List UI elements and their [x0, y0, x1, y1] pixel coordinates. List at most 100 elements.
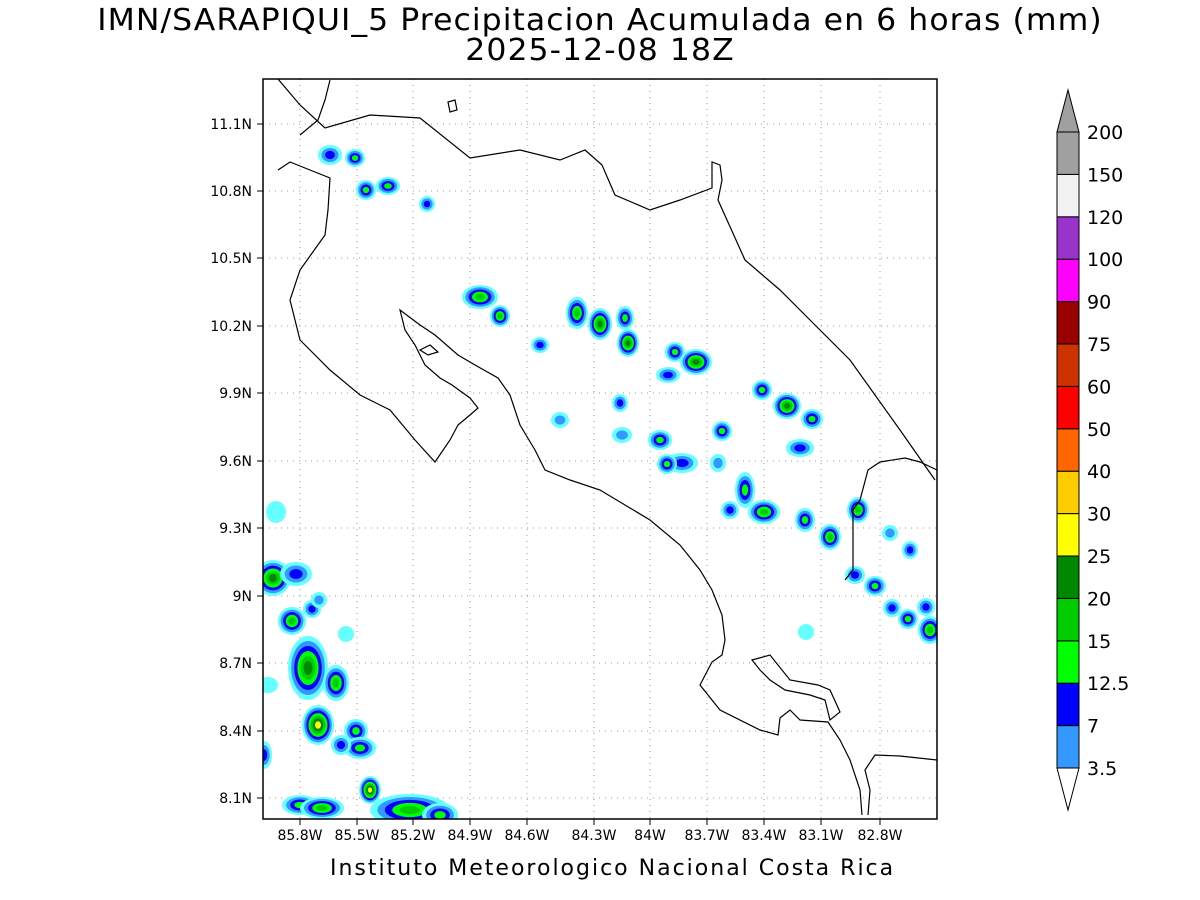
- precip-contour: [922, 603, 930, 611]
- precip-contour: [314, 721, 322, 729]
- precip-contour: [597, 320, 603, 328]
- precipitation-cells: [263, 145, 937, 819]
- lon-tick-label: 83.4W: [741, 828, 786, 844]
- precip-contour: [625, 339, 631, 347]
- colorbar-label: 150: [1087, 164, 1123, 186]
- colorbar-swatch: [1056, 470, 1080, 515]
- colorbar-label: 60: [1087, 376, 1111, 398]
- lon-tick-label: 83.1W: [798, 828, 843, 844]
- lat-tick-label: 9.6N: [219, 454, 252, 470]
- map-subtitle: 2025-12-08 18Z: [465, 33, 735, 68]
- lon-tick-label: 84.6W: [504, 828, 549, 844]
- colorbar-swatch: [1056, 513, 1080, 557]
- lat-tick-label: 10.2N: [210, 319, 252, 335]
- precip-contour: [574, 308, 580, 318]
- colorbar-label: 15: [1087, 631, 1111, 653]
- precip-contour: [671, 348, 679, 356]
- footer-credit: Instituto Meteorologico Nacional Costa R…: [330, 856, 896, 881]
- precip-contour: [497, 313, 503, 319]
- precip-contour: [423, 200, 431, 208]
- precip-contour: [616, 430, 628, 440]
- colorbar-max-arrow: [1056, 88, 1080, 133]
- precip-contour: [384, 183, 392, 189]
- lon-tick-label: 84.9W: [447, 828, 492, 844]
- precip-contour: [675, 458, 689, 468]
- precip-contour: [475, 293, 485, 301]
- precip-contour: [554, 415, 566, 425]
- precip-contour: [663, 460, 671, 468]
- lat-tick-label: 8.7N: [219, 656, 252, 672]
- precip-contour: [289, 569, 303, 579]
- precip-contour: [367, 787, 373, 793]
- precip-contour: [798, 624, 814, 640]
- colorbar-swatch: [1056, 640, 1080, 684]
- lon-tick-label: 85.5W: [334, 828, 379, 844]
- precip-contour: [338, 626, 354, 642]
- colorbar-swatch: [1056, 216, 1080, 260]
- precip-contour: [827, 533, 833, 541]
- lon-tick-label: 85.8W: [277, 828, 322, 844]
- lon-tick-labels: 85.8W 85.5W 85.2W 84.9W 84.6W 84.3W 84W …: [277, 828, 902, 844]
- precip-contour: [794, 444, 806, 452]
- colorbar-label: 50: [1087, 419, 1111, 441]
- precip-contour: [663, 371, 673, 379]
- precip-contour: [266, 501, 286, 523]
- lat-tick-label: 11.1N: [210, 117, 252, 133]
- precip-contour: [263, 749, 268, 761]
- grid-lines: [263, 79, 937, 819]
- colorbar-swatch: [1056, 597, 1080, 642]
- map-title: IMN/SARAPIQUI_5 Precipitacion Acumulada …: [97, 3, 1103, 38]
- lon-tick-label: 84.3W: [571, 828, 616, 844]
- colorbar-label: 3.5: [1087, 758, 1117, 780]
- colorbar-swatch: [1056, 301, 1080, 345]
- precip-contour: [269, 574, 277, 582]
- lon-tick-label: 84W: [634, 828, 666, 844]
- tick-marks: [257, 123, 881, 825]
- precip-contour: [718, 427, 726, 435]
- lon-tick-label: 83.7W: [684, 828, 729, 844]
- precip-contour: [325, 150, 335, 160]
- precip-contour: [288, 617, 296, 625]
- precip-contour: [885, 528, 895, 538]
- precip-contour: [855, 506, 861, 514]
- precip-contour: [871, 582, 879, 590]
- colorbar-label: 7: [1087, 716, 1099, 738]
- precip-contour: [622, 314, 628, 322]
- colorbar-label: 120: [1087, 207, 1123, 229]
- lat-tick-label: 9.3N: [219, 521, 252, 537]
- precip-contour: [808, 415, 816, 423]
- lat-tick-label: 10.8N: [210, 184, 252, 200]
- precip-contour: [741, 484, 749, 496]
- precip-contour: [926, 626, 934, 634]
- colorbar-swatch: [1056, 343, 1080, 387]
- colorbar-label: 200: [1087, 122, 1123, 144]
- precip-contour: [713, 457, 723, 469]
- colorbar-min-arrow: [1056, 767, 1080, 812]
- colorbar-swatch: [1056, 428, 1080, 472]
- precip-contour: [336, 740, 346, 750]
- colorbar-swatch: [1056, 173, 1080, 218]
- precip-contour: [263, 677, 278, 693]
- lat-tick-label: 10.5N: [210, 251, 252, 267]
- lon-tick-label: 85.2W: [390, 828, 435, 844]
- lat-tick-label: 8.4N: [219, 724, 252, 740]
- colorbar-label: 12.5: [1087, 673, 1129, 695]
- precip-contour: [726, 506, 734, 514]
- colorbar-swatch: [1056, 385, 1080, 430]
- precip-contour: [434, 811, 446, 819]
- colorbar-label: 25: [1087, 546, 1111, 568]
- colorbar-swatch: [1056, 258, 1080, 303]
- precip-contour: [656, 436, 664, 444]
- precip-contour: [801, 516, 809, 524]
- precip-contour: [536, 341, 544, 349]
- precip-contour: [351, 155, 359, 161]
- precip-contour: [759, 508, 769, 516]
- colorbar-label: 90: [1087, 292, 1111, 314]
- colorbar: 3.5 7 12.5 15 20 25 30 40 50 60 75 90 100 120 150 200: [1056, 88, 1129, 812]
- colorbar-label: 20: [1087, 588, 1111, 610]
- colorbar-swatch: [1056, 725, 1080, 769]
- precip-contour: [303, 661, 313, 675]
- colorbar-label: 100: [1087, 249, 1123, 271]
- precip-contour: [362, 186, 370, 194]
